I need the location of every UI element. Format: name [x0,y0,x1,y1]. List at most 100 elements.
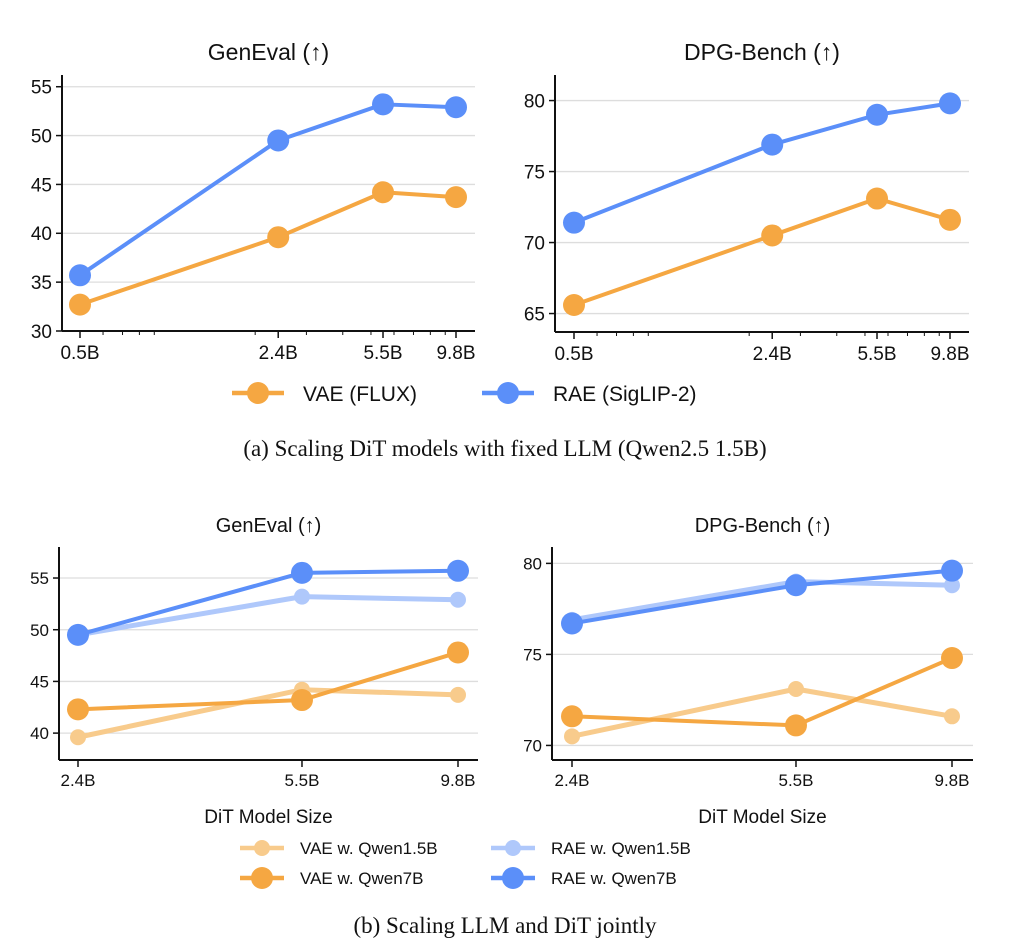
x-axis-label: DiT Model Size [698,807,826,828]
y-tick-label: 35 [31,273,52,294]
data-point [372,93,395,116]
x-tick-label: 2.4B [259,343,298,364]
series-line [79,190,457,307]
legend-marker [505,840,521,856]
data-point [450,591,466,608]
data-point [939,92,961,115]
series-line [573,196,951,307]
data-point [784,714,807,737]
data-point [267,226,290,249]
legend-label: RAE (SigLIP-2) [553,383,697,406]
x-tick-label: 0.5B [554,344,593,365]
series-vae-flux- [69,181,467,316]
x-axis-label: DiT Model Size [204,807,332,828]
data-point [941,559,963,582]
data-point [761,133,784,156]
data-point [784,574,807,597]
series-line [77,687,459,740]
data-point [941,647,963,670]
y-tick-label: 65 [524,304,545,325]
legend-label: RAE w. Qwen1.5B [551,839,691,858]
x-tick-label: 5.5B [284,771,319,790]
series-line [571,656,953,728]
data-point [787,681,804,697]
data-point [445,186,467,209]
data-point [866,187,889,210]
data-point [447,559,469,582]
chart-title: DPG-Bench (↑) [695,515,831,537]
y-tick-label: 80 [524,91,545,112]
data-point [69,264,91,287]
legend-item: RAE w. Qwen7B [491,867,677,889]
x-tick-label: 5.5B [363,343,402,364]
data-point [450,686,466,703]
x-tick-label: 5.5B [857,344,896,365]
x-tick-label: 0.5B [60,343,99,364]
x-tick-label: 2.4B [61,771,96,790]
data-point [561,705,583,728]
y-tick-label: 30 [31,322,52,343]
series-rae-w-qwen1-5b [70,588,466,643]
data-point [564,728,580,745]
y-tick-label: 40 [31,224,52,245]
legend-item: RAE (SigLIP-2) [482,382,697,406]
data-point [67,698,89,721]
data-point [944,708,960,725]
data-point [944,577,960,594]
series-rae-w-qwen1-5b [564,573,960,628]
caption-a: (a) Scaling DiT models with fixed LLM (Q… [243,436,766,461]
series-rae-siglip-2- [69,93,467,287]
data-point [290,561,313,584]
series-rae-siglip-2- [563,92,961,234]
data-point [939,208,961,231]
data-point [69,293,91,316]
x-tick-label: 9.8B [436,343,475,364]
data-point [866,103,889,126]
y-tick-label: 70 [524,233,545,254]
legend-item: RAE w. Qwen1.5B [491,839,691,858]
chart-title: GenEval (↑) [216,515,322,537]
chart-panel-3: 40 45 50 55 2.4B 5.5B 9.8B GenEval (↑) DiT Model… [30,515,478,828]
y-tick-label: 45 [31,175,52,196]
data-point [563,211,585,234]
series-line [573,101,951,225]
legend-label: VAE w. Qwen1.5B [300,839,438,858]
data-point [761,224,784,247]
chart-panel-4: 70 75 80 2.4B 5.5B 9.8B DPG-Bench (↑) DiT Model… [523,515,973,828]
chart-panel-2: 65 70 75 80 0.5B 2.4B 5.5B 9.8B DPG-Bench (↑) [524,39,970,365]
data-point [372,181,395,204]
x-tick-label: 9.8B [935,771,970,790]
legend-label: VAE (FLUX) [303,383,417,406]
legend-marker [497,382,519,404]
y-tick-label: 55 [31,78,52,99]
x-tick-label: 5.5B [778,771,813,790]
y-tick-label: 50 [31,126,52,147]
series-line [78,102,457,277]
data-point [67,623,89,646]
legend-marker [502,867,524,889]
y-tick-label: 75 [524,162,545,183]
x-tick-label: 2.4B [555,771,590,790]
legend-a: VAE (FLUX) RAE (SigLIP-2) [232,382,697,406]
series-vae-w-qwen1-5b [70,681,466,746]
chart-title: DPG-Bench (↑) [684,39,840,65]
data-point [447,641,469,664]
series-vae-flux- [563,187,961,317]
series-vae-w-qwen7b [67,641,469,721]
y-tick-label: 70 [523,737,542,756]
y-tick-label: 80 [523,555,542,574]
legend-item: VAE (FLUX) [232,382,417,406]
y-tick-label: 75 [523,646,542,665]
x-tick-label: 9.8B [441,771,476,790]
data-point [563,294,585,317]
series-line [571,686,953,739]
data-point [290,689,313,712]
legend-b: VAE w. Qwen1.5B RAE w. Qwen1.5B VAE w. Qwe… [240,839,691,889]
chart-panel-1: 30 35 40 45 50 55 0.5B 2.4B 5.5B 9.8B GenEval (↑) [31,39,476,364]
data-point [293,588,310,605]
legend-label: VAE w. Qwen7B [300,869,423,888]
y-tick-label: 45 [30,673,49,692]
series-rae-w-qwen7b [67,559,469,646]
x-tick-label: 2.4B [753,344,792,365]
